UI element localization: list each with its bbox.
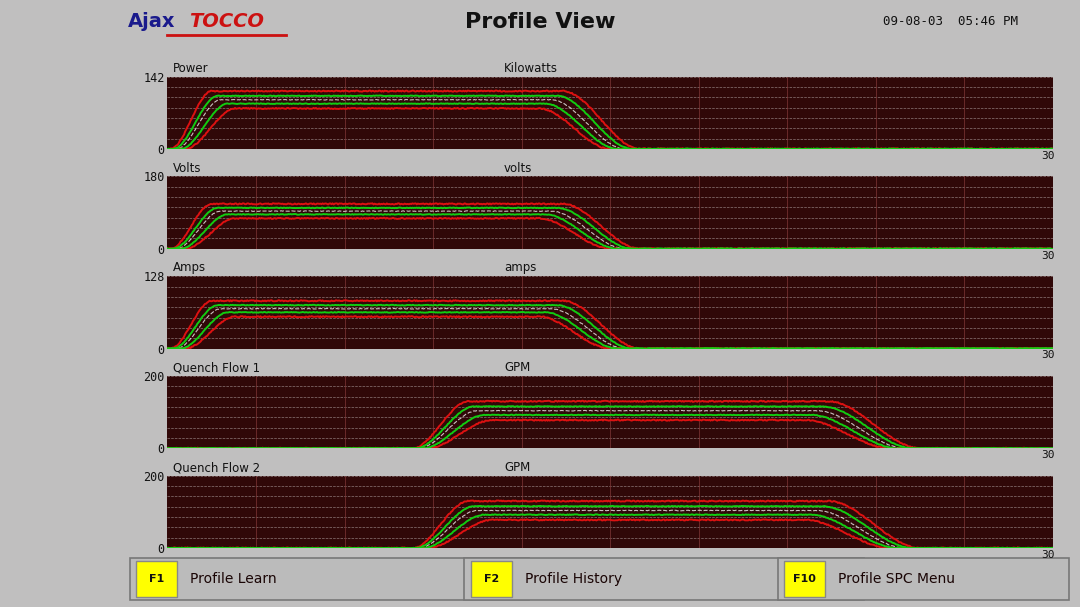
Text: 30: 30: [1042, 550, 1055, 560]
Text: 09-08-03  05:46 PM: 09-08-03 05:46 PM: [883, 15, 1017, 29]
Text: GPM: GPM: [504, 461, 530, 474]
Text: GPM: GPM: [504, 361, 530, 375]
Text: Profile View: Profile View: [464, 12, 616, 32]
Bar: [464, 558, 864, 600]
Text: F2: F2: [484, 574, 499, 584]
Bar: [784, 561, 825, 597]
Text: Kilowatts: Kilowatts: [504, 62, 558, 75]
Text: Ajax: Ajax: [127, 12, 175, 32]
Text: Volts: Volts: [173, 161, 201, 175]
Text: Profile SPC Menu: Profile SPC Menu: [838, 572, 955, 586]
Text: Quench Flow 1: Quench Flow 1: [173, 361, 260, 375]
Text: F10: F10: [793, 574, 816, 584]
Text: TOCCO: TOCCO: [189, 12, 265, 32]
Text: 30: 30: [1042, 450, 1055, 460]
Text: Power: Power: [173, 62, 208, 75]
Text: 30: 30: [1042, 151, 1055, 161]
Text: volts: volts: [504, 161, 532, 175]
Text: 30: 30: [1042, 350, 1055, 361]
Text: Profile Learn: Profile Learn: [190, 572, 276, 586]
Text: F1: F1: [149, 574, 164, 584]
Text: amps: amps: [504, 262, 537, 274]
Bar: [130, 558, 529, 600]
Text: Amps: Amps: [173, 262, 206, 274]
Text: 30: 30: [1042, 251, 1055, 260]
Bar: [136, 561, 177, 597]
Bar: [471, 561, 512, 597]
Bar: [778, 558, 1069, 600]
Text: Profile History: Profile History: [525, 572, 622, 586]
Text: Quench Flow 2: Quench Flow 2: [173, 461, 260, 474]
